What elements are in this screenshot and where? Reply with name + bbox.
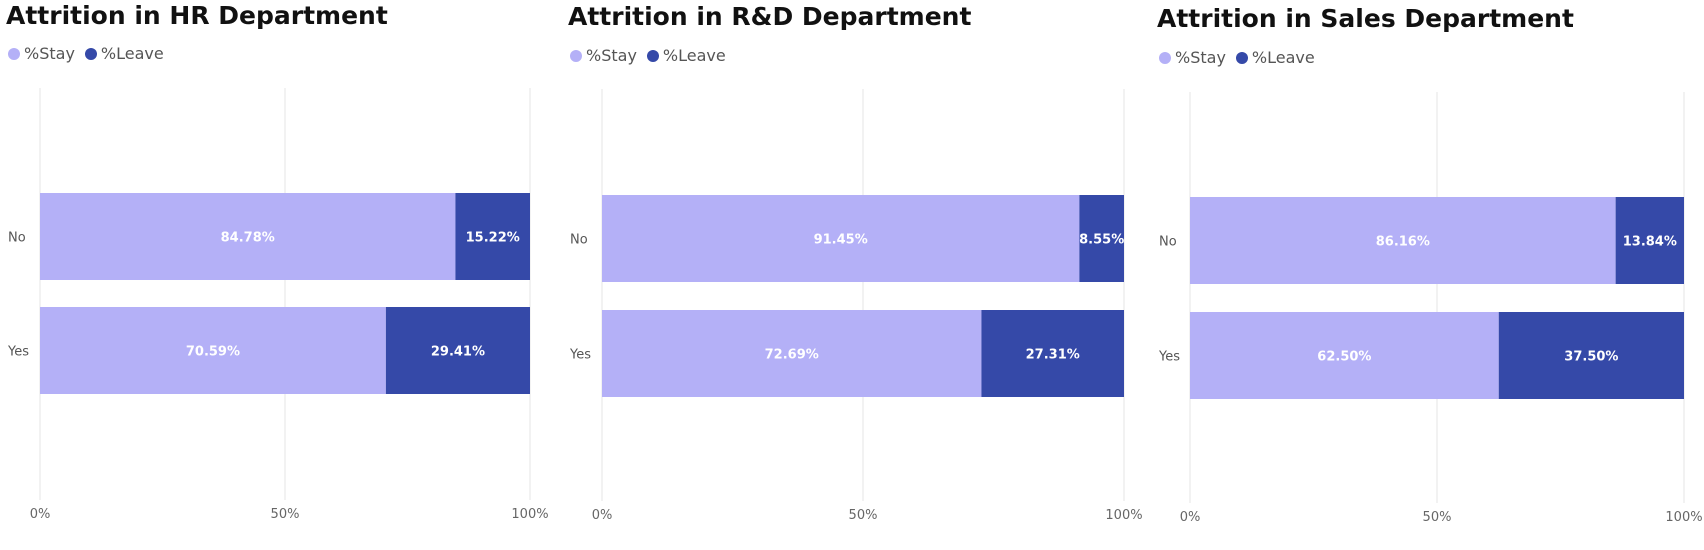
bar-data-label: 27.31% <box>1026 348 1080 363</box>
bar-stay[interactable] <box>40 193 456 280</box>
bar-stay[interactable] <box>602 195 1080 282</box>
x-tick-label: 50% <box>271 507 300 522</box>
bar-plot: 0% 50% 100% No 86.16% 13.84% Yes 62.50% 37.50% <box>1158 92 1703 525</box>
legend-item-leave[interactable]: %Leave <box>646 46 726 65</box>
y-category-label: No <box>8 231 26 246</box>
legend-item-stay[interactable]: %Stay <box>1159 48 1226 67</box>
chart-title: Attrition in HR Department <box>6 1 388 30</box>
leave-swatch-icon <box>646 49 659 62</box>
bar-data-label: 84.78% <box>221 231 275 246</box>
chart-title: Attrition in Sales Department <box>1157 4 1574 33</box>
bar-data-label: 13.84% <box>1623 235 1677 250</box>
leave-swatch-icon <box>1235 51 1248 64</box>
legend-label-stay: %Stay <box>1175 48 1226 67</box>
bar-data-label: 62.50% <box>1317 350 1371 365</box>
bar-data-label: 15.22% <box>466 231 520 246</box>
legend-item-stay[interactable]: %Stay <box>570 46 637 65</box>
leave-swatch-icon <box>84 47 97 60</box>
chart-rnd: Attrition in R&D Department %Stay %Leave… <box>562 0 1147 550</box>
legend-label-stay: %Stay <box>24 44 75 63</box>
chart-hr: Attrition in HR Department %Stay %Leave … <box>0 0 555 550</box>
bar-leave[interactable] <box>385 307 530 394</box>
y-category-label: No <box>570 233 588 248</box>
legend-label-leave: %Leave <box>662 46 726 65</box>
bar-stay[interactable] <box>40 307 386 394</box>
bar-plot: 0% 50% 100% No 91.45% 8.55% Yes 72.69% 27.31% <box>569 89 1143 523</box>
bar-stay[interactable] <box>1190 312 1499 399</box>
bar-data-label: 29.41% <box>431 345 485 360</box>
legend-item-leave[interactable]: %Leave <box>84 44 164 63</box>
bar-plot: 0% 50% 100% No 84.78% 15.22% Yes 70.59% 29.41% <box>7 88 549 522</box>
x-tick-label: 0% <box>30 507 51 522</box>
x-tick-label: 50% <box>1423 510 1452 525</box>
x-tick-label: 0% <box>1180 510 1201 525</box>
bar-leave[interactable] <box>455 193 530 280</box>
x-tick-label: 100% <box>511 507 548 522</box>
y-category-label: No <box>1159 235 1177 250</box>
x-tick-label: 50% <box>849 508 878 523</box>
legend: %Stay %Leave <box>8 44 164 63</box>
x-tick-label: 100% <box>1105 508 1142 523</box>
stay-swatch-icon <box>1159 51 1171 64</box>
legend-label-leave: %Leave <box>100 44 164 63</box>
bar-data-label: 86.16% <box>1376 235 1430 250</box>
x-tick-label: 0% <box>592 508 613 523</box>
bar-data-label: 72.69% <box>765 348 819 363</box>
bar-data-label: 37.50% <box>1564 350 1618 365</box>
legend-item-leave[interactable]: %Leave <box>1235 48 1315 67</box>
bar-leave[interactable] <box>1079 195 1124 282</box>
y-category-label: Yes <box>1158 350 1180 365</box>
bar-stay[interactable] <box>602 310 982 397</box>
legend: %Stay %Leave <box>1159 48 1315 67</box>
y-category-label: Yes <box>569 348 591 363</box>
legend-label-stay: %Stay <box>586 46 637 65</box>
x-tick-label: 100% <box>1665 510 1702 525</box>
chart-sales: Attrition in Sales Department %Stay %Lea… <box>1151 0 1704 550</box>
bar-data-label: 91.45% <box>814 233 868 248</box>
bar-data-label: 8.55% <box>1079 233 1124 248</box>
bar-leave[interactable] <box>981 310 1124 397</box>
bar-data-label: 70.59% <box>186 345 240 360</box>
y-category-label: Yes <box>7 345 29 360</box>
legend-label-leave: %Leave <box>1251 48 1315 67</box>
bar-stay[interactable] <box>1190 197 1616 284</box>
legend: %Stay %Leave <box>570 46 726 65</box>
legend-item-stay[interactable]: %Stay <box>8 44 75 63</box>
chart-title: Attrition in R&D Department <box>568 2 972 31</box>
stay-swatch-icon <box>570 49 582 62</box>
stay-swatch-icon <box>8 47 20 60</box>
bar-leave[interactable] <box>1498 312 1684 399</box>
bar-leave[interactable] <box>1615 197 1684 284</box>
